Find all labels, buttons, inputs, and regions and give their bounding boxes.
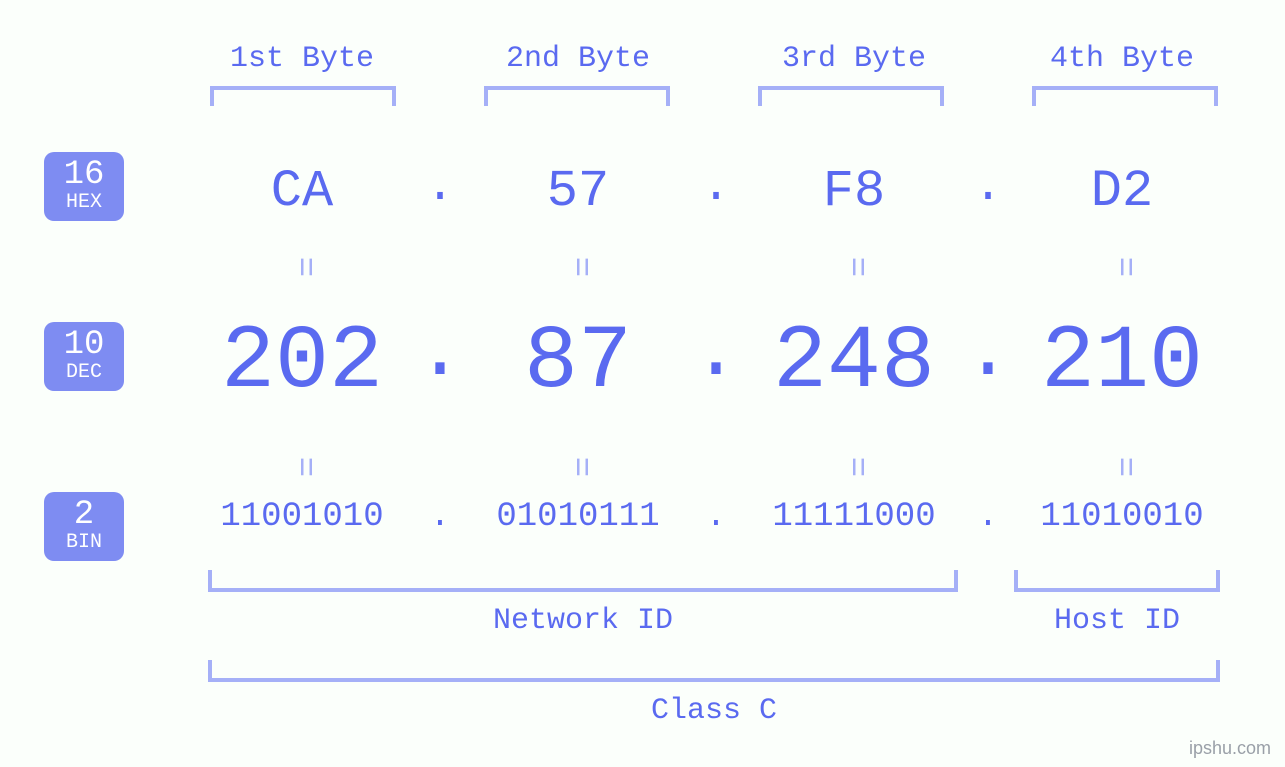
byte-label-2: 2nd Byte [478, 42, 678, 76]
hex-byte-3: F8 [754, 162, 954, 221]
dec-byte-2: 87 [458, 312, 698, 414]
hex-byte-1: CA [202, 162, 402, 221]
hex-byte-2: 57 [478, 162, 678, 221]
base-badge-dec: 10 DEC [44, 322, 124, 391]
network-id-label: Network ID [483, 604, 683, 638]
bin-dot-3: . [972, 498, 1004, 536]
byte-bracket-4 [1032, 86, 1218, 106]
class-bracket [208, 660, 1220, 682]
equals-icon: = [836, 450, 874, 484]
byte-bracket-3 [758, 86, 944, 106]
equals-icon: = [560, 250, 598, 284]
bin-byte-3: 11111000 [734, 498, 974, 536]
network-id-bracket [208, 570, 958, 592]
badge-num: 2 [44, 498, 124, 534]
base-badge-bin: 2 BIN [44, 492, 124, 561]
ip-breakdown-diagram: 1st Byte 2nd Byte 3rd Byte 4th Byte 16 H… [0, 0, 1285, 767]
badge-num: 10 [44, 328, 124, 364]
badge-tag: DEC [44, 362, 124, 383]
equals-icon: = [284, 250, 322, 284]
dec-byte-3: 248 [734, 312, 974, 414]
dec-byte-4: 210 [1002, 312, 1242, 414]
host-id-label: Host ID [1017, 604, 1217, 638]
equals-icon: = [560, 450, 598, 484]
bin-dot-1: . [424, 498, 456, 536]
bin-byte-1: 11001010 [182, 498, 422, 536]
host-id-bracket [1014, 570, 1220, 592]
equals-icon: = [284, 450, 322, 484]
equals-icon: = [836, 250, 874, 284]
dec-byte-1: 202 [182, 312, 422, 414]
hex-dot-2: . [696, 160, 736, 214]
bin-dot-2: . [700, 498, 732, 536]
base-badge-hex: 16 HEX [44, 152, 124, 221]
equals-icon: = [1104, 450, 1142, 484]
hex-byte-4: D2 [1022, 162, 1222, 221]
badge-tag: BIN [44, 532, 124, 553]
hex-dot-1: . [420, 160, 460, 214]
class-label: Class C [614, 694, 814, 728]
watermark: ipshu.com [1189, 738, 1271, 759]
byte-label-3: 3rd Byte [754, 42, 954, 76]
badge-num: 16 [44, 158, 124, 194]
bin-byte-4: 11010010 [1002, 498, 1242, 536]
byte-bracket-1 [210, 86, 396, 106]
hex-dot-3: . [968, 160, 1008, 214]
byte-bracket-2 [484, 86, 670, 106]
byte-label-1: 1st Byte [202, 42, 402, 76]
equals-icon: = [1104, 250, 1142, 284]
badge-tag: HEX [44, 192, 124, 213]
byte-label-4: 4th Byte [1022, 42, 1222, 76]
bin-byte-2: 01010111 [458, 498, 698, 536]
